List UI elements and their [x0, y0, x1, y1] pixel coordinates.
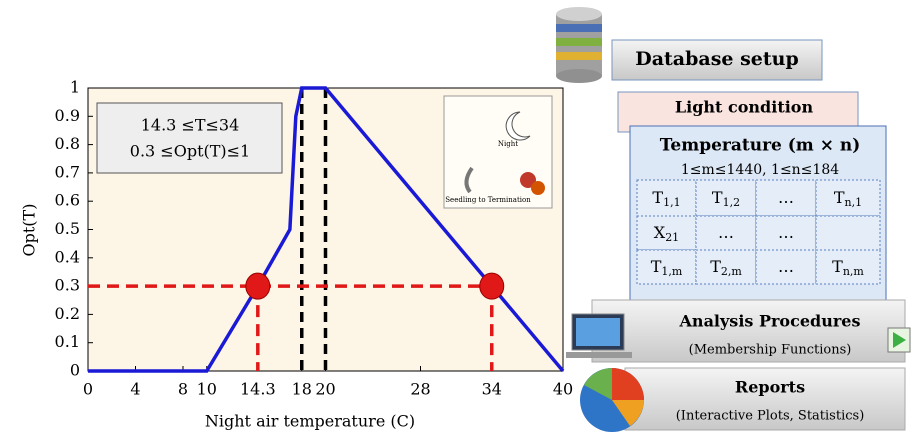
y-tick-label: 0.6: [55, 191, 80, 210]
x-tick-label: 40: [553, 380, 573, 399]
y-tick-label: 0.9: [55, 106, 80, 125]
play-button[interactable]: [887, 327, 911, 353]
cell-sub: 1,2: [723, 196, 741, 209]
light-label: Light condition: [675, 98, 814, 117]
x-tick-label: 28: [410, 380, 430, 399]
cell-base: T: [710, 257, 721, 276]
cell-base: T: [652, 188, 663, 207]
cell-sub: 2,m: [721, 265, 742, 278]
cell-sub: n,1: [845, 196, 863, 209]
y-tick-label: 0: [70, 361, 80, 380]
y-tick-label: 0.5: [55, 219, 80, 238]
y-tick-label: 0.1: [55, 332, 80, 351]
database-label: Database setup: [635, 48, 799, 70]
table-text: T1,2: [712, 188, 740, 210]
y-tick-label: 0.4: [55, 247, 80, 266]
cell-sub: 1,m: [661, 265, 682, 278]
table-text: Tn,m: [832, 257, 864, 279]
cell-base: T: [712, 188, 723, 207]
x-axis-label: Night air temperature (C): [205, 412, 415, 431]
cell-base: …: [718, 223, 734, 242]
table-text: Tn,1: [834, 188, 862, 210]
x-tick-label: 8: [178, 380, 188, 399]
cell-sub: n,m: [843, 265, 865, 278]
table-cell: [695, 215, 757, 251]
cell-base: …: [778, 223, 794, 242]
table-text: …: [718, 223, 734, 242]
annotation-box: [96, 102, 283, 174]
reports-subtitle: (Interactive Plots, Statistics): [676, 409, 865, 424]
x-tick-label: 18: [292, 380, 312, 399]
table-text: …: [778, 257, 794, 276]
reports-box: [624, 367, 906, 431]
pie-icon: [580, 368, 644, 432]
table-text: …: [778, 223, 794, 242]
temperature-title: Temperature (m × n): [660, 136, 861, 156]
x-tick-label: 20: [315, 380, 335, 399]
analysis-box: [591, 299, 906, 363]
cell-base: X: [654, 223, 666, 242]
y-axis-label: Opt(T): [20, 204, 39, 257]
inset-label: Seedling to Termination: [445, 196, 531, 204]
x-tick-label: 0: [83, 380, 93, 399]
x-tick-label: 4: [130, 380, 140, 399]
table-text: X21: [654, 223, 679, 245]
database-box: [611, 39, 823, 81]
analysis-title: Analysis Procedures: [679, 312, 861, 331]
y-tick-label: 0.2: [55, 304, 80, 323]
table-text: T1,1: [652, 188, 680, 210]
x-tick-label: 14.3: [240, 380, 276, 399]
cell-base: T: [832, 257, 843, 276]
table-cell: [636, 215, 697, 251]
annotation: 14.3 ≤T≤34: [141, 116, 240, 135]
analysis-subtitle: (Membership Functions): [689, 343, 852, 358]
y-tick-label: 0.7: [55, 162, 80, 181]
cell-base: T: [834, 188, 845, 207]
seedling-icon: [464, 166, 474, 194]
annotation: 0.3 ≤Opt(T)≤1: [130, 142, 250, 161]
marker: [245, 272, 271, 300]
cell-base: …: [778, 257, 794, 276]
cell-sub: 21: [665, 231, 679, 244]
table-text: …: [778, 188, 794, 207]
tomato-icon: [520, 172, 536, 188]
temperature-range: 1≤m≤1440, 1≤n≤184: [681, 162, 839, 178]
y-tick-label: 0.3: [55, 276, 80, 295]
table-cell: [815, 249, 881, 285]
y-tick-label: 0.8: [55, 134, 80, 153]
database-icon: [556, 7, 602, 83]
cell-base: …: [778, 188, 794, 207]
cell-sub: 1,1: [663, 196, 681, 209]
moon-icon: [505, 111, 531, 141]
table-cell: [755, 249, 817, 285]
table-cell: [815, 179, 881, 217]
table-cell: [755, 215, 817, 251]
table-text: T2,m: [710, 257, 742, 279]
x-tick-label: 10: [197, 380, 217, 399]
y-tick-label: 1: [70, 78, 80, 97]
tomato-icon: [531, 181, 545, 195]
data-line: [88, 86, 565, 373]
reports-title: Reports: [735, 378, 805, 397]
table-cell: [815, 215, 881, 251]
table-text: T1,m: [651, 257, 683, 279]
cell-base: T: [651, 257, 662, 276]
inset-label: Night: [498, 140, 518, 148]
x-tick-label: 34: [482, 380, 502, 399]
marker: [479, 272, 505, 300]
monitor-icon: [566, 313, 632, 358]
